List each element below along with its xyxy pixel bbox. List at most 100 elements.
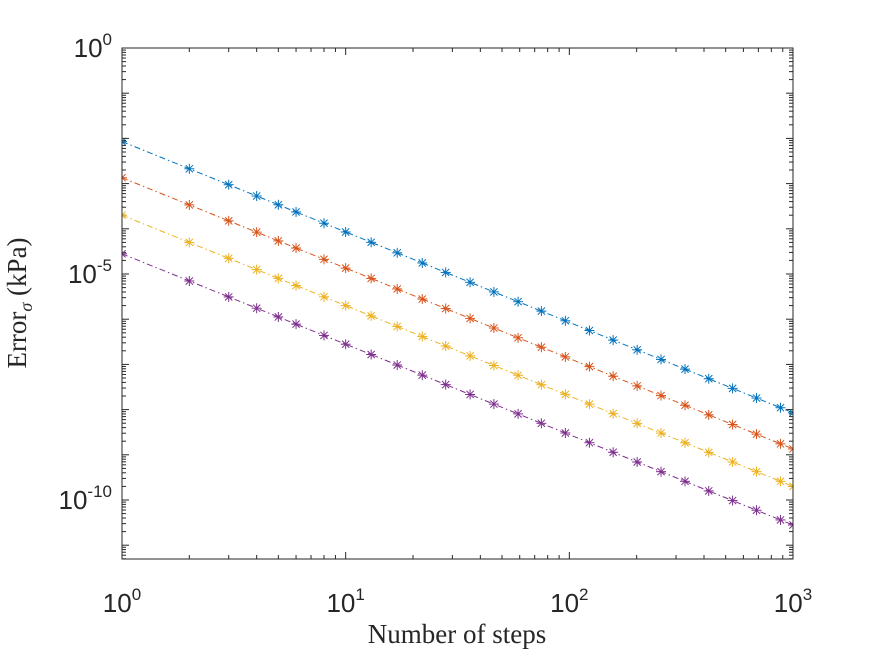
y-tick-label-exponent: -5 bbox=[97, 256, 112, 275]
data-point bbox=[184, 237, 195, 248]
data-point bbox=[366, 273, 377, 284]
data-point bbox=[392, 321, 403, 332]
data-point bbox=[465, 277, 476, 288]
data-point bbox=[703, 485, 714, 496]
data-point bbox=[318, 218, 329, 229]
data-point bbox=[727, 419, 738, 430]
data-point bbox=[788, 407, 793, 418]
data-point bbox=[465, 350, 476, 361]
data-point bbox=[251, 227, 262, 238]
y-tick-label: 10-5 bbox=[68, 256, 112, 289]
data-point bbox=[584, 361, 595, 372]
data-point bbox=[680, 400, 691, 411]
data-point bbox=[488, 323, 499, 334]
x-tick-labels: 100 101 102 103 bbox=[103, 585, 812, 618]
data-point bbox=[340, 339, 351, 350]
series-4 bbox=[122, 248, 793, 530]
data-point bbox=[536, 342, 547, 353]
data-point bbox=[366, 349, 377, 360]
data-point bbox=[608, 447, 619, 458]
data-point bbox=[632, 418, 643, 429]
data-point bbox=[440, 379, 451, 390]
data-point bbox=[775, 514, 786, 525]
x-tick-label: 103 bbox=[774, 585, 812, 618]
data-point bbox=[775, 402, 786, 413]
data-point bbox=[584, 399, 595, 410]
data-point bbox=[273, 273, 284, 284]
data-point bbox=[608, 335, 619, 346]
data-point bbox=[251, 303, 262, 314]
data-point bbox=[680, 476, 691, 487]
data-point bbox=[318, 330, 329, 341]
data-point bbox=[751, 505, 762, 516]
data-point bbox=[560, 315, 571, 326]
x-tick-label-exponent: 3 bbox=[803, 585, 812, 604]
data-point bbox=[122, 172, 127, 183]
data-point bbox=[656, 428, 667, 439]
data-point bbox=[440, 303, 451, 314]
y-axis-label-subscript: σ bbox=[16, 302, 36, 312]
data-point bbox=[680, 437, 691, 448]
data-point bbox=[417, 257, 428, 268]
data-point bbox=[788, 443, 793, 454]
data-point bbox=[513, 296, 524, 307]
data-point bbox=[318, 254, 329, 265]
data-point bbox=[584, 437, 595, 448]
x-tick-label-base: 10 bbox=[326, 588, 355, 618]
minor-ticks bbox=[122, 48, 793, 560]
data-point bbox=[656, 466, 667, 477]
x-tick-label-exponent: 0 bbox=[132, 585, 141, 604]
data-point bbox=[122, 136, 127, 147]
data-point bbox=[251, 191, 262, 202]
x-tick-label: 100 bbox=[103, 585, 141, 618]
x-tick-label: 102 bbox=[550, 585, 588, 618]
x-tick-label-base: 10 bbox=[774, 588, 803, 618]
data-point bbox=[584, 325, 595, 336]
data-point bbox=[122, 248, 127, 259]
data-point bbox=[488, 286, 499, 297]
data-point bbox=[632, 380, 643, 391]
data-point bbox=[560, 427, 571, 438]
x-tick-label-exponent: 1 bbox=[355, 585, 364, 604]
y-axis-label-unit: (kPa) bbox=[2, 237, 32, 302]
data-point bbox=[122, 210, 127, 221]
x-tick-label-base: 10 bbox=[550, 588, 579, 618]
data-point bbox=[184, 276, 195, 286]
data-point bbox=[656, 390, 667, 401]
data-point bbox=[440, 341, 451, 352]
data-point bbox=[488, 360, 499, 371]
x-axis-label: Number of steps bbox=[368, 619, 546, 649]
major-ticks bbox=[121, 47, 794, 559]
y-tick-label-base: 10 bbox=[59, 485, 88, 515]
series-3 bbox=[122, 210, 793, 492]
data-point bbox=[273, 235, 284, 246]
data-point bbox=[775, 476, 786, 487]
y-tick-label-base: 10 bbox=[74, 33, 103, 63]
data-point bbox=[273, 199, 284, 210]
series-1 bbox=[122, 136, 793, 418]
data-point bbox=[727, 456, 738, 467]
data-point bbox=[751, 393, 762, 404]
data-point bbox=[392, 283, 403, 294]
data-point bbox=[417, 331, 428, 342]
data-point bbox=[727, 383, 738, 394]
axes-box bbox=[121, 47, 794, 560]
data-point bbox=[340, 300, 351, 311]
data-point bbox=[251, 264, 262, 275]
data-point bbox=[318, 291, 329, 302]
y-tick-label: 100 bbox=[74, 30, 112, 63]
data-point bbox=[751, 466, 762, 477]
data-point bbox=[184, 163, 195, 174]
x-tick-label-base: 10 bbox=[103, 588, 132, 618]
data-point bbox=[703, 409, 714, 420]
data-point bbox=[417, 370, 428, 381]
series-layer bbox=[122, 136, 793, 530]
data-point bbox=[340, 226, 351, 237]
y-axis-label-main: Error bbox=[2, 312, 32, 369]
data-point bbox=[536, 418, 547, 429]
x-tick-label-exponent: 2 bbox=[579, 585, 588, 604]
data-point bbox=[366, 310, 377, 321]
data-point bbox=[417, 294, 428, 305]
